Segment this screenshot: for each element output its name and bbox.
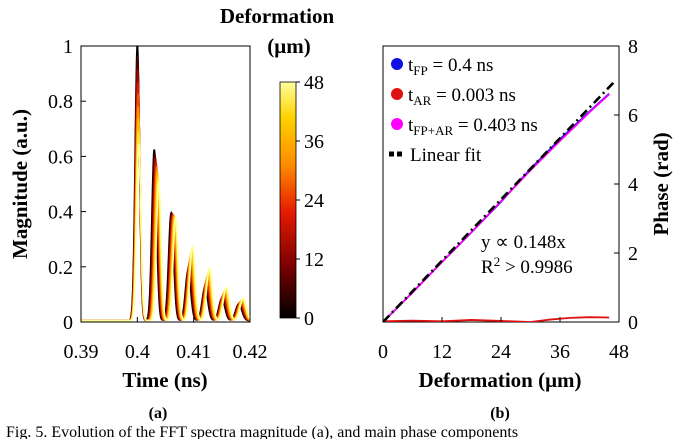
colorbar-gradient [279, 81, 297, 319]
panel-a-ytick-label: 0.2 [48, 257, 73, 279]
panel-a-ytick-label: 0.6 [48, 146, 73, 168]
legend-label-tfp: tFP = 0.4 ns [408, 55, 493, 78]
panel-b-xtick-label: 24 [491, 341, 511, 363]
figure-caption: Fig. 5. Evolution of the FFT spectra mag… [6, 424, 518, 439]
panel-a-ytick-label: 1 [63, 36, 73, 58]
colorbar-tick-label: 12 [304, 249, 324, 271]
panel-b-xlabel: Deformation (μm) [419, 368, 582, 392]
panel-a-xtick-label: 0.4 [125, 341, 150, 363]
colorbar: Deformation (μm) 48 36 24 12 0 [220, 4, 335, 330]
panel-a-curves [81, 46, 250, 322]
panel-a-frame [80, 45, 251, 323]
panel-a-xtick-label: 0.39 [64, 341, 99, 363]
panel-b-xtick-label: 48 [609, 341, 629, 363]
panel-b-ylabel: Phase (rad) [649, 132, 673, 235]
panel-b-frame [382, 45, 620, 323]
panel-b-series-line [383, 316, 610, 322]
panel-a: 0.39 0.4 0.41 0.42 0 0.2 0.4 0.6 0.8 1 Magnitude … [8, 36, 268, 422]
colorbar-title-line1: Deformation [220, 4, 335, 28]
panel-a-ytick-label: 0 [63, 312, 73, 334]
colorbar-tick-label: 0 [304, 308, 314, 330]
colorbar-title-line2: (μm) [267, 34, 310, 58]
colorbar-ticks: 48 36 24 12 0 [296, 72, 324, 330]
colorbar-tick-label: 48 [304, 72, 324, 94]
legend-marker-tar [391, 88, 403, 100]
panel-a-ticks: 0.39 0.4 0.41 0.42 0 0.2 0.4 0.6 0.8 1 [48, 36, 268, 363]
legend-label-tar: tAR = 0.003 ns [408, 85, 516, 108]
panel-b-label: (b) [490, 405, 510, 422]
annotation-fit-equation: y ∝ 0.148x [481, 232, 566, 253]
panel-b-series-line [383, 93, 610, 322]
panel-b-xtick-label: 36 [550, 341, 570, 363]
panel-a-xlabel: Time (ns) [122, 368, 207, 392]
panel-a-ytick-label: 0.8 [48, 91, 73, 113]
panel-a-xtick-label: 0.42 [233, 341, 268, 363]
panel-b-xtick-label: 0 [378, 341, 388, 363]
legend-label-fit: Linear fit [410, 145, 482, 166]
panel-b-ytick-label: 8 [628, 36, 638, 58]
panel-b-legend: tFP = 0.4 ns tAR = 0.003 ns tFP+AR = 0.4… [389, 55, 538, 166]
panel-a-ytick-label: 0.4 [48, 202, 73, 224]
legend-marker-tfpar [391, 118, 403, 130]
panel-b-xtick-label: 12 [432, 341, 452, 363]
panel-a-label: (a) [149, 405, 168, 422]
colorbar-tick-label: 36 [304, 131, 324, 153]
colorbar-tick-label: 24 [304, 190, 324, 212]
panel-b-series-line [383, 79, 617, 322]
panel-b-ytick-label: 0 [628, 312, 638, 334]
panel-a-xtick-label: 0.41 [176, 341, 211, 363]
panel-b-ytick-label: 4 [628, 174, 638, 196]
panel-b-ytick-label: 6 [628, 105, 638, 127]
panel-b-ytick-label: 2 [628, 243, 638, 265]
panel-b-curves [383, 79, 617, 322]
panel-a-spectrum-curve [81, 143, 250, 322]
panel-a-ylabel: Magnitude (a.u.) [8, 109, 32, 259]
legend-marker-tfp [391, 58, 403, 70]
